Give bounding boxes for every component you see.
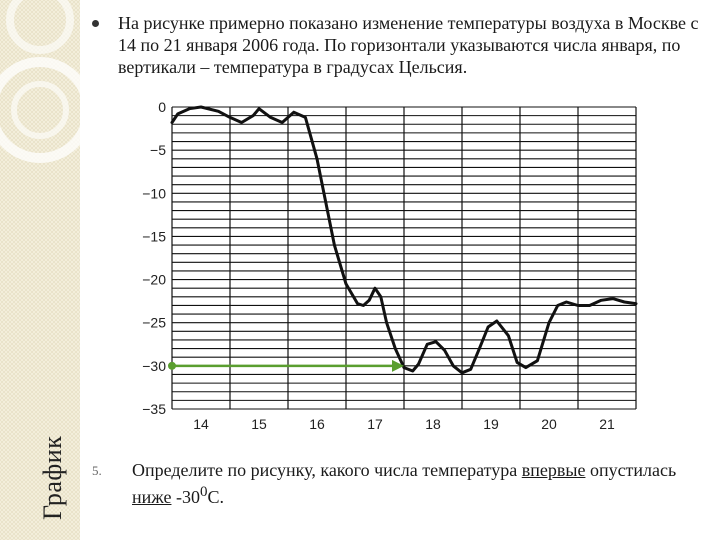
- question-part3: -30: [171, 487, 200, 507]
- y-tick-label: −25: [142, 315, 166, 331]
- question-part4: С.: [207, 487, 224, 507]
- decorative-strip: [0, 0, 80, 540]
- y-tick-label: −15: [142, 228, 166, 244]
- question-degree-sup: 0: [199, 484, 208, 500]
- vertical-title: График: [38, 435, 67, 520]
- question-part2: опустилась: [585, 460, 677, 480]
- question-part1: Определите по рисунку, какого числа темп…: [132, 460, 522, 480]
- y-tick-label: 0: [158, 99, 166, 115]
- arrow-head-icon: [392, 359, 404, 372]
- question-text: Определите по рисунку, какого числа темп…: [132, 459, 692, 508]
- y-tick-label: −10: [142, 185, 166, 201]
- question-underlined-first: впервые: [521, 460, 586, 480]
- x-tick-label: 17: [367, 416, 383, 432]
- x-tick-label: 16: [309, 416, 325, 432]
- y-tick-label: −30: [142, 358, 166, 374]
- question-number: 5.: [92, 463, 102, 478]
- x-tick-label: 21: [599, 416, 615, 432]
- question-block: 5. Определите по рисунку, какого числа т…: [92, 459, 692, 508]
- x-tick-label: 14: [193, 416, 209, 432]
- arrow-start-dot: [168, 361, 176, 370]
- y-tick-label: −20: [142, 272, 166, 288]
- x-tick-label: 15: [251, 416, 267, 432]
- x-tick-label: 19: [483, 416, 499, 432]
- x-tick-label: 20: [541, 416, 557, 432]
- intro-paragraph: На рисунке примерно показано изменение т…: [92, 12, 702, 78]
- x-tick-label: 18: [425, 416, 441, 432]
- intro-text: На рисунке примерно показано изменение т…: [118, 13, 699, 77]
- y-tick-label: −5: [150, 142, 166, 158]
- temperature-line: [170, 105, 638, 375]
- bullet-dot-icon: [92, 20, 99, 27]
- question-underlined-below: ниже: [132, 487, 172, 507]
- temperature-chart: 0 −5 −10 −15 −20 −25 −30 −35 14 15 16 17 18 19 20 21: [142, 99, 638, 432]
- y-tick-label: −35: [142, 401, 166, 417]
